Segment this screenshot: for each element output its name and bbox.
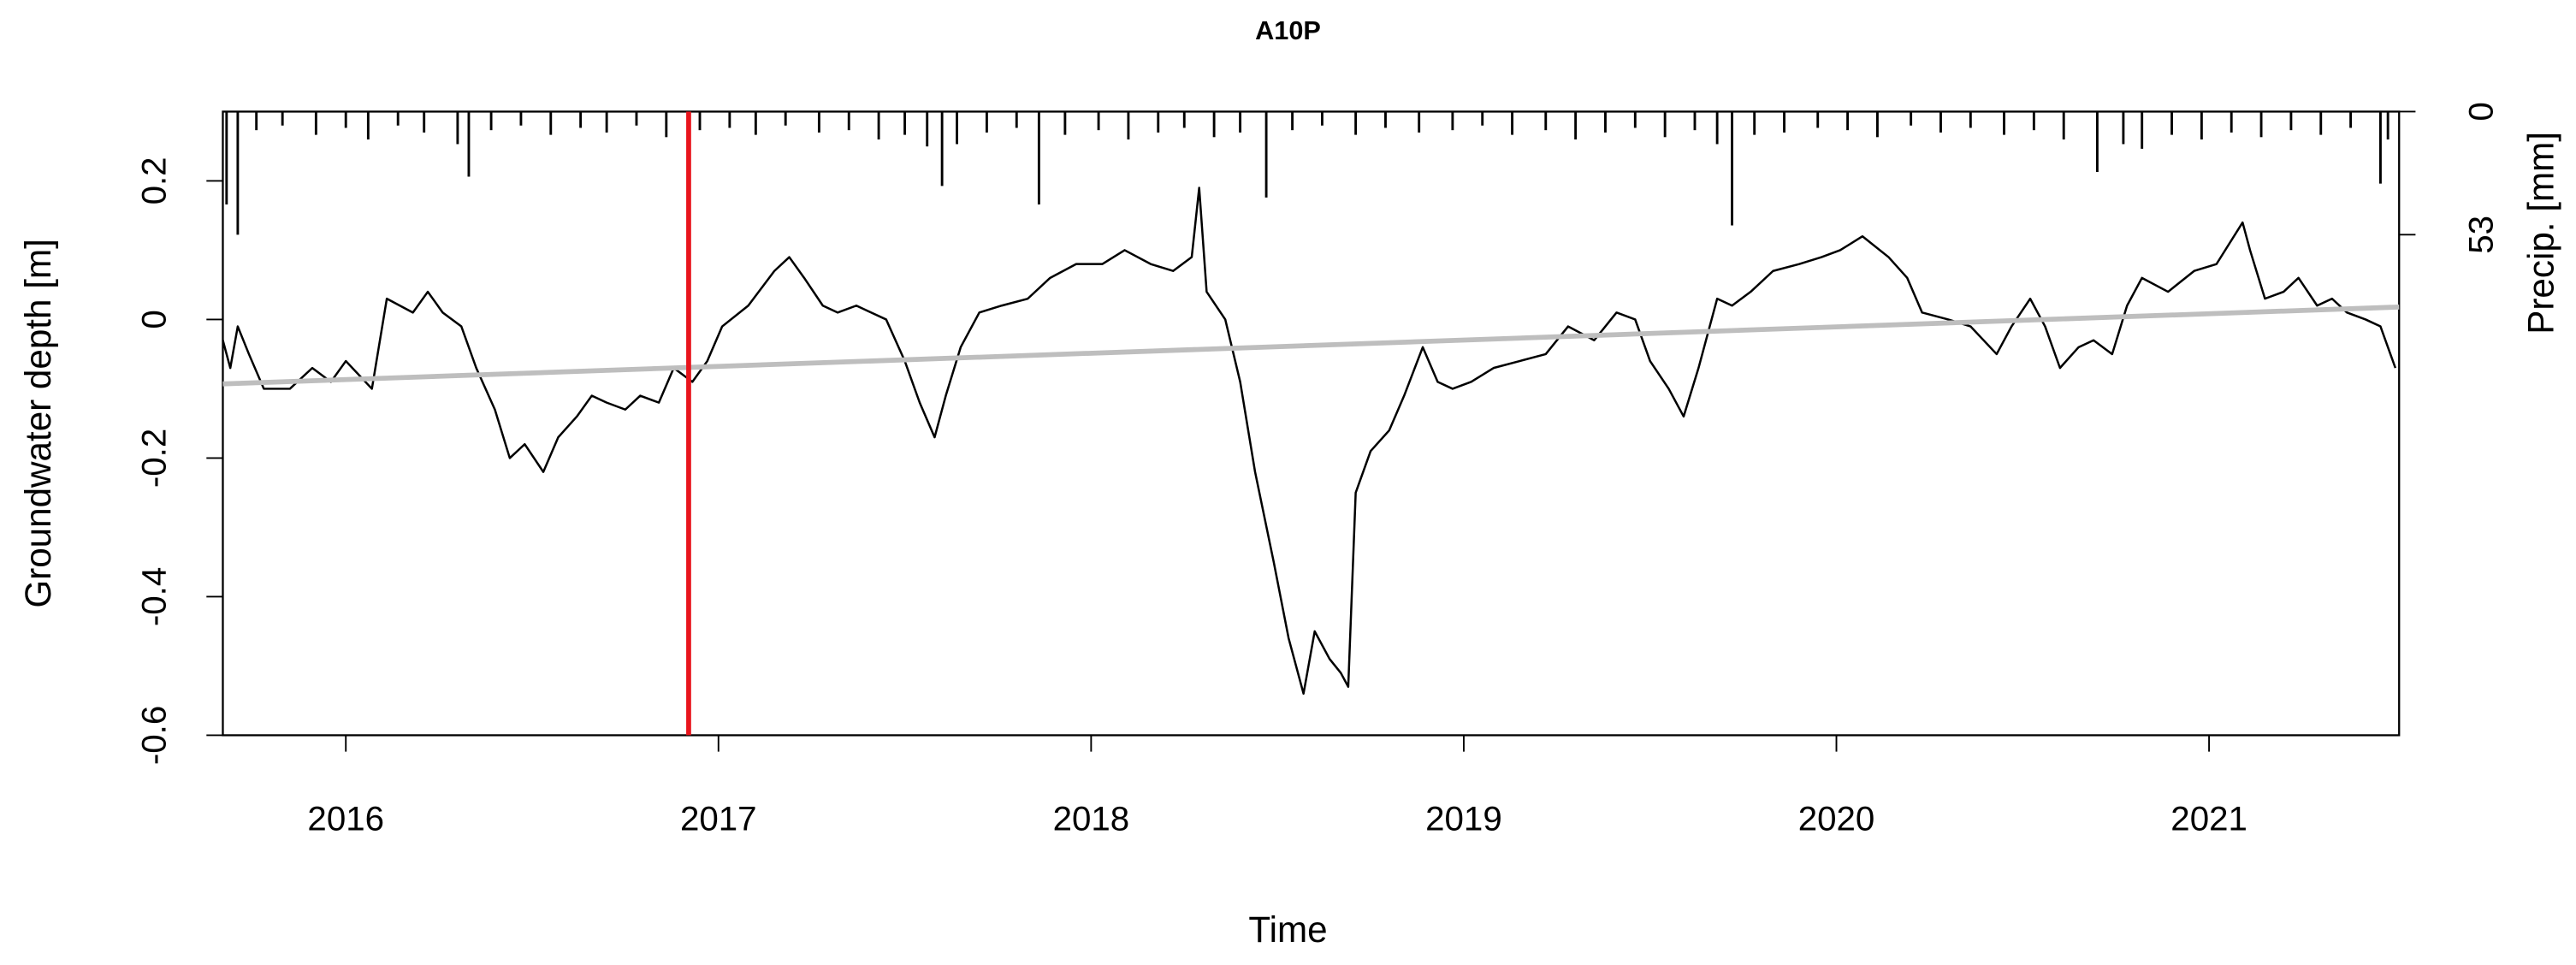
- y-tick-label: 0.2: [134, 157, 173, 204]
- x-axis-label: Time: [1248, 909, 1327, 950]
- data-line: [222, 304, 2400, 387]
- x-tick-label: 2017: [680, 800, 757, 838]
- x-tick-label: 2018: [1053, 800, 1130, 838]
- y-tick-label: -0.4: [134, 567, 173, 626]
- x-tick-label: 2021: [2170, 800, 2247, 838]
- y-tick-label: -0.2: [134, 429, 173, 488]
- plot-frame: [222, 110, 2401, 737]
- y-tick-label: 0: [134, 310, 173, 329]
- y2-tick-label: 0: [2462, 102, 2501, 121]
- y2-tick-label: 53: [2462, 216, 2501, 254]
- x-tick-label: 2020: [1798, 800, 1875, 838]
- y-tick-label: -0.6: [134, 706, 173, 765]
- y2-axis-label: Precip. [mm]: [2521, 132, 2561, 334]
- x-tick-label: 2019: [1425, 800, 1502, 838]
- chart-title: A10P: [1255, 15, 1321, 45]
- x-tick-label: 2016: [307, 800, 384, 838]
- y-axis-label: Groundwater depth [m]: [18, 239, 58, 607]
- data-line: [222, 186, 2397, 696]
